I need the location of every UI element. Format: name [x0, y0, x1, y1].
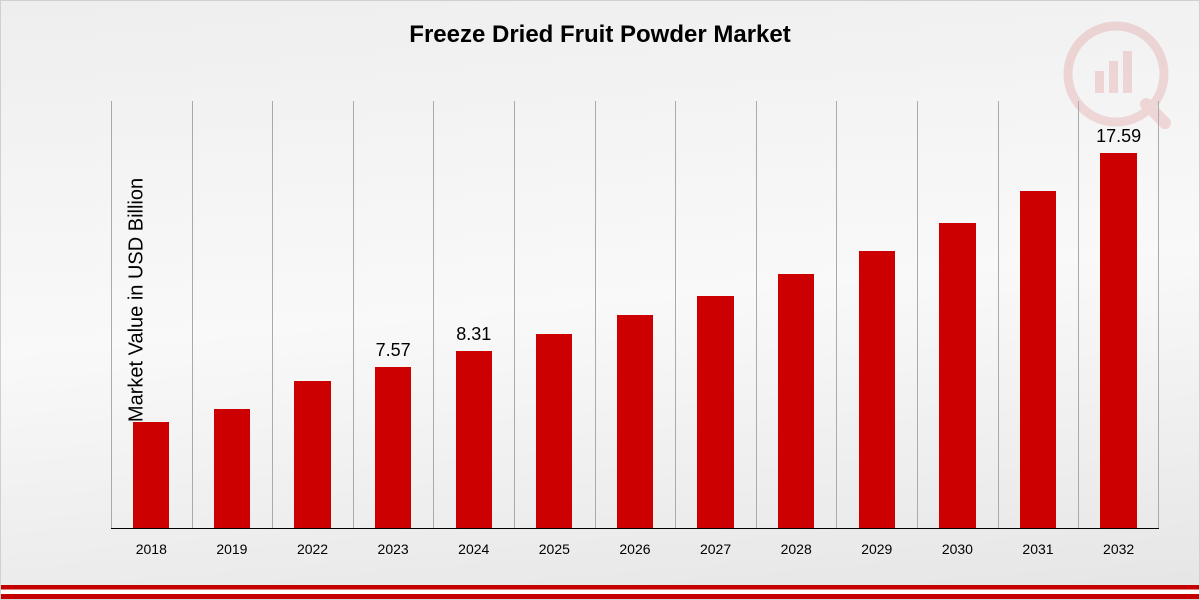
bar-slot	[272, 101, 353, 529]
bar-value-label: 7.57	[376, 340, 411, 361]
x-tick-label: 2029	[836, 541, 917, 557]
x-axis-labels: 2018201920222023202420252026202720282029…	[111, 541, 1159, 557]
x-tick-label: 2028	[756, 541, 837, 557]
x-tick-label: 2030	[917, 541, 998, 557]
bar	[697, 296, 733, 529]
bar-slot	[998, 101, 1079, 529]
grid-line	[1078, 101, 1079, 529]
bar-value-label: 8.31	[456, 324, 491, 345]
bar-slot	[192, 101, 273, 529]
bar-slot	[514, 101, 595, 529]
bar-slot: 7.57	[353, 101, 434, 529]
x-axis-line	[111, 528, 1159, 529]
bar-slot	[595, 101, 676, 529]
x-tick-label: 2024	[433, 541, 514, 557]
grid-line	[756, 101, 757, 529]
grid-line	[1158, 101, 1159, 529]
bars-group: 7.57 8.31 17.59	[111, 101, 1159, 529]
bar-slot	[917, 101, 998, 529]
bar	[294, 381, 330, 529]
x-tick-label: 2025	[514, 541, 595, 557]
grid-line	[111, 101, 112, 529]
bar-slot	[675, 101, 756, 529]
bar-slot: 17.59	[1078, 101, 1159, 529]
bar	[536, 334, 572, 529]
bar	[1020, 191, 1056, 529]
grid-line	[998, 101, 999, 529]
grid-line	[675, 101, 676, 529]
grid-line	[836, 101, 837, 529]
grid-line	[272, 101, 273, 529]
x-tick-label: 2027	[675, 541, 756, 557]
chart-container: Freeze Dried Fruit Powder Market Market …	[0, 0, 1200, 600]
bar	[617, 315, 653, 529]
grid-line	[595, 101, 596, 529]
bar	[778, 274, 814, 529]
grid-line	[433, 101, 434, 529]
x-tick-label: 2019	[192, 541, 273, 557]
chart-title: Freeze Dried Fruit Powder Market	[1, 21, 1199, 49]
bar-value-label: 17.59	[1096, 126, 1141, 147]
bar	[939, 223, 975, 529]
bar	[456, 351, 492, 529]
bar	[375, 367, 411, 529]
x-tick-label: 2018	[111, 541, 192, 557]
grid-line	[514, 101, 515, 529]
grid-line	[917, 101, 918, 529]
bar-slot: 8.31	[433, 101, 514, 529]
bar-slot	[756, 101, 837, 529]
plot-area: 7.57 8.31 17.59	[111, 101, 1159, 529]
x-tick-label: 2023	[353, 541, 434, 557]
bar	[859, 251, 895, 529]
bar-slot	[836, 101, 917, 529]
x-tick-label: 2032	[1078, 541, 1159, 557]
bar	[214, 409, 250, 529]
bar-slot	[111, 101, 192, 529]
bar	[1100, 153, 1136, 529]
grid-line	[192, 101, 193, 529]
x-tick-label: 2022	[272, 541, 353, 557]
x-tick-label: 2031	[998, 541, 1079, 557]
x-tick-label: 2026	[595, 541, 676, 557]
bar	[133, 422, 169, 529]
footer-stripe	[1, 585, 1199, 599]
grid-line	[353, 101, 354, 529]
